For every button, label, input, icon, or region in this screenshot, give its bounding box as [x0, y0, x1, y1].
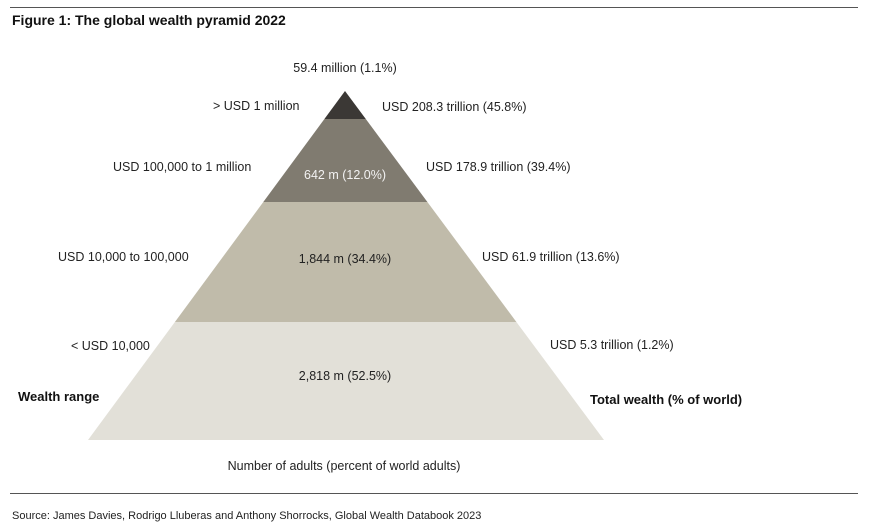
figure-title: Figure 1: The global wealth pyramid 2022 — [12, 12, 286, 28]
adults-label-tier-4: 2,818 m (52.5%) — [298, 369, 392, 383]
wealth-label-tier-4: USD 5.3 trillion (1.2%) — [550, 338, 674, 352]
range-label-tier-2: USD 100,000 to 1 million — [113, 160, 252, 174]
number-of-adults-axis-label: Number of adults (percent of world adult… — [227, 459, 461, 473]
total-wealth-axis-label: Total wealth (% of world) — [590, 392, 743, 407]
range-label-tier-4: < USD 10,000 — [71, 339, 150, 353]
wealth-range-axis-label: Wealth range — [18, 389, 100, 404]
top-rule — [10, 7, 858, 8]
wealth-label-tier-3: USD 61.9 trillion (13.6%) — [482, 250, 620, 264]
pyramid-tier-upper — [263, 119, 428, 202]
adults-label-tier-2: 642 m (12.0%) — [304, 168, 386, 182]
adults-label-tier-3: 1,844 m (34.4%) — [298, 252, 392, 266]
range-label-tier-3: USD 10,000 to 100,000 — [58, 250, 189, 264]
source-note: Source: James Davies, Rodrigo Lluberas a… — [12, 510, 482, 522]
bottom-rule — [10, 493, 858, 494]
pyramid-tier-middle — [174, 202, 517, 322]
pyramid-tier-top — [324, 91, 366, 119]
pyramid-tier-base — [88, 322, 604, 440]
top-tier-adults-label: 59.4 million (1.1%) — [293, 61, 397, 75]
wealth-label-tier-2: USD 178.9 trillion (39.4%) — [426, 160, 571, 174]
range-label-tier-1: > USD 1 million — [213, 99, 300, 113]
wealth-label-tier-1: USD 208.3 trillion (45.8%) — [382, 100, 527, 114]
